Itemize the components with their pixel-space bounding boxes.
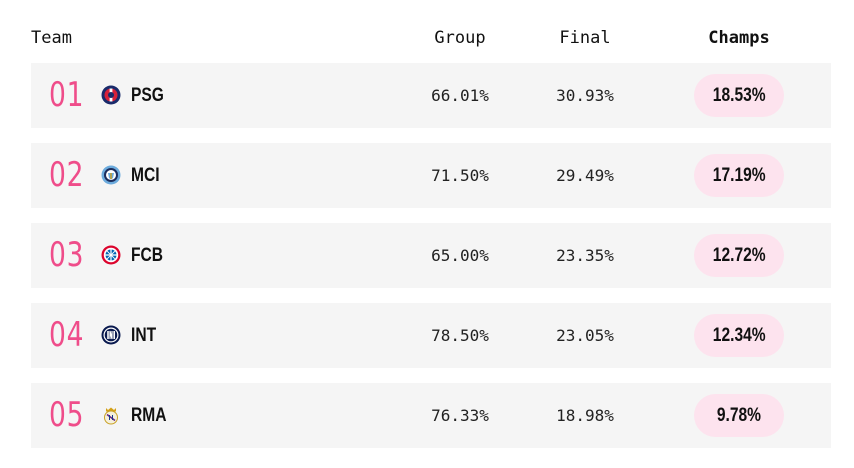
table-row: 01 PSG 66.01% 30.93% 18.53% <box>31 63 831 128</box>
champs-probability-badge: 12.72% <box>694 234 784 277</box>
champs-probability: 17.19% <box>712 165 766 186</box>
table-header: Team Group Final Champs <box>0 0 854 62</box>
table-row: 04 INT 78.50% 23.05% 12.34% <box>31 303 831 368</box>
psg-crest-icon <box>101 85 121 105</box>
table-row: 03 FCB 65.00% 23.35% 12.72% <box>31 223 831 288</box>
table-row: 02 MCI 71.50% 29.49% 17.19% <box>31 143 831 208</box>
champs-probability: 9.78% <box>716 405 762 426</box>
champs-probability-badge: 9.78% <box>694 394 784 437</box>
team-name: MCI <box>131 165 160 186</box>
champs-probability-badge: 18.53% <box>694 74 784 117</box>
champs-probability-badge: 12.34% <box>694 314 784 357</box>
final-probability: 30.93% <box>556 86 614 105</box>
table-row: 05 RMA 76.33% 18.98% 9.78% <box>31 383 831 448</box>
standings-table: 01 PSG 66.01% 30.93% 18.53% 02 MCI 71.50… <box>31 63 831 463</box>
champs-probability: 12.72% <box>712 245 766 266</box>
champs-probability: 12.34% <box>712 325 766 346</box>
fcb-crest-icon <box>101 245 121 265</box>
int-crest-icon <box>101 325 121 345</box>
rank-number: 05 <box>49 395 85 435</box>
final-column-header: Final <box>559 28 611 48</box>
final-probability: 29.49% <box>556 166 614 185</box>
rank-number: 03 <box>49 235 85 275</box>
final-probability: 18.98% <box>556 406 614 425</box>
champs-column-header: Champs <box>708 28 770 48</box>
rma-crest-icon <box>104 407 118 425</box>
rank-number: 04 <box>49 315 85 355</box>
mci-crest-icon <box>101 165 121 185</box>
group-probability: 76.33% <box>431 406 489 425</box>
final-probability: 23.05% <box>556 326 614 345</box>
team-name: INT <box>131 325 157 346</box>
champs-probability-badge: 17.19% <box>694 154 784 197</box>
team-column-header: Team <box>31 28 72 48</box>
group-probability: 66.01% <box>431 86 489 105</box>
group-column-header: Group <box>434 28 486 48</box>
group-probability: 71.50% <box>431 166 489 185</box>
champs-probability: 18.53% <box>712 85 766 106</box>
team-name: RMA <box>131 405 167 426</box>
group-probability: 65.00% <box>431 246 489 265</box>
group-probability: 78.50% <box>431 326 489 345</box>
team-name: FCB <box>131 245 164 266</box>
team-name: PSG <box>131 85 164 106</box>
rank-number: 01 <box>49 75 85 115</box>
rank-number: 02 <box>49 155 85 195</box>
final-probability: 23.35% <box>556 246 614 265</box>
